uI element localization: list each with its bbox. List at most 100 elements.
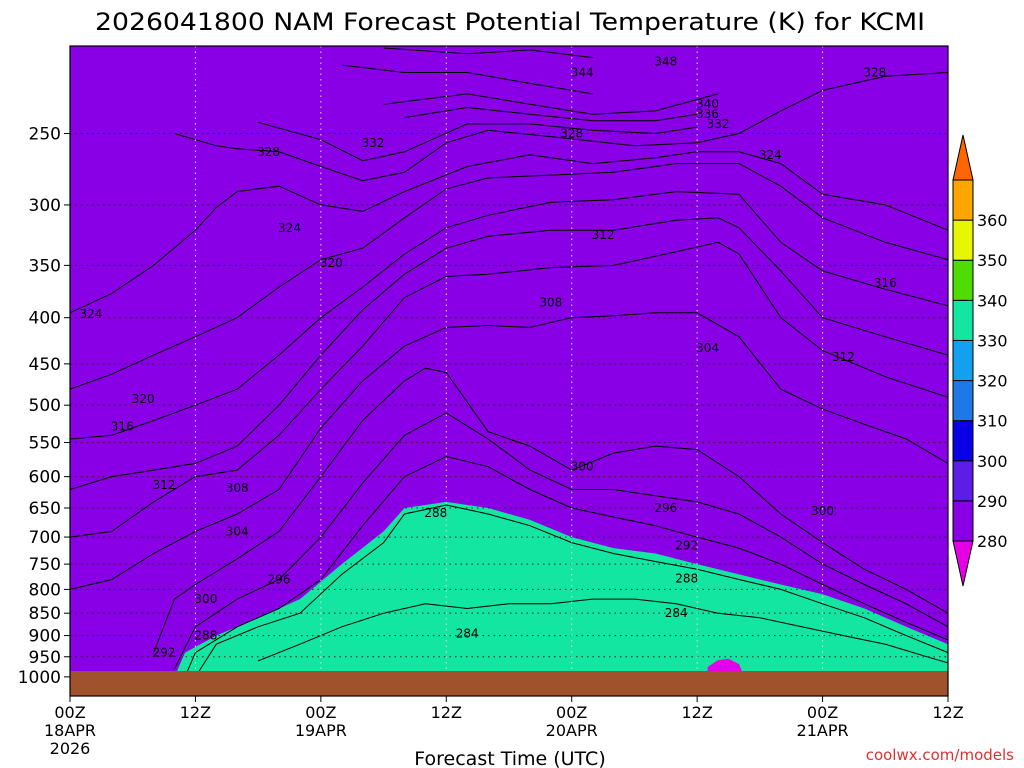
colorbar-box	[952, 420, 974, 462]
y-tick-label: 500	[29, 396, 61, 416]
colorbar-label: 280	[977, 532, 1008, 551]
contour-label: 340	[696, 97, 719, 111]
colorbar-label: 310	[977, 412, 1008, 431]
y-tick-label: 350	[29, 256, 61, 276]
credit-text: coolwx.com/models	[866, 746, 1014, 764]
colorbar: 280 290 300 310 320 330 340 350 360	[952, 134, 1008, 587]
contour-label: 296	[654, 501, 677, 515]
ground-band	[70, 671, 948, 696]
colorbar-label: 320	[977, 372, 1008, 391]
contour-label: 288	[424, 506, 447, 520]
y-tick-label: 450	[29, 355, 61, 375]
contour-300	[153, 367, 948, 653]
contour-label: 324	[759, 148, 782, 162]
contour-308	[70, 241, 948, 538]
y-axis-ticks: 250 300 350 400 450 500 550 600 650 700 750 800 850 9…	[18, 124, 70, 688]
y-tick-label: 800	[29, 580, 61, 600]
x-tick-label: 20APR	[546, 721, 598, 740]
contour-label: 328	[560, 126, 583, 140]
contour-344	[341, 64, 593, 95]
y-tick-label: 250	[29, 124, 61, 144]
colorbar-label: 300	[977, 452, 1008, 471]
colorbar-box	[952, 339, 974, 382]
region-280-290	[70, 46, 948, 677]
colorbar-label: 340	[977, 291, 1008, 310]
contour-332	[257, 121, 698, 162]
chart-title: 2026041800 NAM Forecast Potential Temper…	[95, 8, 925, 36]
contour-label: 300	[811, 504, 834, 518]
colorbar-label: 350	[977, 251, 1008, 270]
contour-292	[184, 455, 948, 678]
x-tick-label: 12Z	[681, 703, 712, 722]
contour-label: 288	[194, 629, 217, 643]
x-tick-label: 00Z	[556, 703, 587, 722]
colorbar-min-arrow	[952, 540, 974, 587]
colorbar-box	[952, 259, 974, 301]
colorbar-box	[952, 380, 974, 422]
y-tick-label: 700	[29, 528, 61, 548]
contour-label: 328	[863, 66, 886, 80]
contour-label: 304	[226, 524, 249, 538]
x-tick-label: 12Z	[180, 703, 211, 722]
contour-label: 312	[832, 350, 855, 364]
contour-label: 316	[111, 420, 134, 434]
x-tick-label: 18APR	[44, 721, 96, 740]
y-tick-label: 1000	[18, 668, 61, 688]
x-tick-label: 00Z	[305, 703, 336, 722]
colorbar-label: 290	[977, 492, 1008, 511]
y-tick-label: 400	[29, 309, 61, 329]
colorbar-box	[952, 219, 974, 261]
contour-label: 284	[665, 606, 688, 620]
contour-label: 304	[696, 341, 719, 355]
contour-label: 312	[153, 478, 176, 492]
colorbar-max-arrow	[952, 134, 974, 181]
contour-label: 300	[194, 592, 217, 606]
contour-label: 308	[539, 296, 562, 310]
contour-label: 308	[226, 481, 249, 495]
x-tick-label: 12Z	[932, 703, 963, 722]
contour-328	[174, 72, 948, 182]
temperature-fill-regions	[70, 46, 948, 696]
contour-320	[70, 163, 948, 390]
x-tick-label: 00Z	[54, 703, 85, 722]
x-tick-label: 12Z	[431, 703, 462, 722]
contour-348	[383, 47, 593, 59]
contour-284	[257, 598, 948, 664]
contour-296	[174, 412, 948, 670]
contour-312	[70, 217, 948, 490]
contour-label: 284	[456, 626, 479, 640]
colorbar-box	[952, 500, 974, 542]
colorbar-box	[952, 460, 974, 502]
contour-label: 348	[654, 54, 677, 68]
x-tick-label: 00Z	[807, 703, 838, 722]
colorbar-label: 360	[977, 211, 1008, 230]
colorbar-box	[952, 179, 974, 221]
contour-label: 296	[268, 572, 291, 586]
contour-label: 292	[153, 646, 176, 660]
contour-label: 344	[571, 66, 594, 80]
contour-label: 328	[257, 145, 280, 159]
contour-label: 320	[320, 256, 343, 270]
contour-label: 316	[874, 276, 897, 290]
contour-label: 320	[132, 392, 155, 406]
y-tick-label: 900	[29, 627, 61, 647]
contour-324	[70, 151, 948, 314]
contour-label: 288	[675, 571, 698, 585]
plot-frame	[69, 45, 949, 697]
contour-label: 292	[675, 538, 698, 552]
x-tick-label: 2026	[50, 739, 91, 758]
y-tick-label: 300	[29, 196, 61, 216]
contour-label: 336	[696, 107, 719, 121]
contour-304	[70, 312, 948, 590]
contour-288	[194, 504, 948, 678]
contour-label: 324	[79, 307, 102, 321]
y-tick-label: 950	[29, 648, 61, 668]
colorbar-box	[952, 299, 974, 341]
contour-340	[383, 93, 719, 115]
colorbar-label: 330	[977, 331, 1008, 350]
contour-label: 332	[707, 117, 730, 131]
y-tick-label: 750	[29, 555, 61, 575]
